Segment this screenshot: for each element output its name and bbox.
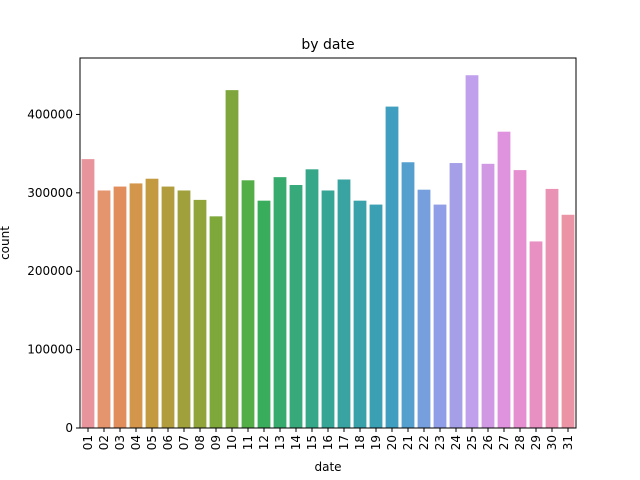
bar-31: [561, 214, 575, 428]
bar-17: [337, 179, 351, 428]
x-tick-label-31: 31: [561, 435, 575, 450]
bar-04: [129, 183, 143, 428]
chart-title: by date: [301, 37, 354, 53]
y-tick-label-300000: 300000: [27, 186, 73, 200]
x-axis: 01 02 03 04 05 06 07 08 09 10 11 12 13 14 15 16 17 18 19 20…: [81, 428, 575, 450]
bar-10: [225, 90, 239, 428]
x-tick-label-24: 24: [449, 435, 463, 450]
x-tick-label-11: 11: [241, 435, 255, 450]
bar-30: [545, 188, 559, 428]
x-tick-label-10: 10: [225, 435, 239, 450]
x-tick-label-19: 19: [369, 435, 383, 450]
bar-09: [209, 216, 223, 428]
bar-28: [513, 170, 527, 428]
x-tick-label-07: 07: [177, 435, 191, 450]
x-axis-label: date: [314, 460, 341, 474]
bar-06: [161, 186, 175, 428]
bar-29: [529, 241, 543, 428]
bar-15: [305, 169, 319, 429]
bar-27: [497, 131, 511, 428]
bar-14: [289, 184, 303, 428]
y-tick-label-0: 0: [65, 421, 73, 435]
x-tick-label-05: 05: [145, 435, 159, 450]
x-tick-label-28: 28: [513, 435, 527, 450]
x-tick-label-21: 21: [401, 435, 415, 450]
bar-07: [177, 190, 191, 428]
bar-23: [433, 204, 447, 428]
bar-19: [369, 204, 383, 428]
x-tick-label-23: 23: [433, 435, 447, 450]
bar-20: [385, 106, 399, 429]
x-tick-label-04: 04: [129, 435, 143, 450]
bar-18: [353, 200, 367, 428]
bar-01: [81, 159, 95, 429]
bar-05: [145, 178, 159, 428]
x-tick-label-22: 22: [417, 435, 431, 450]
x-tick-label-18: 18: [353, 435, 367, 450]
bar-11: [241, 180, 255, 428]
bar-16: [321, 190, 335, 428]
bar-02: [97, 190, 111, 428]
x-tick-label-14: 14: [289, 435, 303, 450]
x-tick-label-30: 30: [545, 435, 559, 450]
x-tick-label-09: 09: [209, 435, 223, 450]
x-tick-label-20: 20: [385, 435, 399, 450]
bar-22: [417, 189, 431, 428]
x-tick-label-06: 06: [161, 435, 175, 450]
x-tick-label-08: 08: [193, 435, 207, 450]
y-tick-label-200000: 200000: [27, 264, 73, 278]
x-tick-label-25: 25: [465, 435, 479, 450]
y-tick-label-100000: 100000: [27, 343, 73, 357]
x-tick-label-03: 03: [113, 435, 127, 450]
bar-26: [481, 163, 495, 428]
bar-24: [449, 163, 463, 429]
x-tick-label-15: 15: [305, 435, 319, 450]
bars-group: [81, 75, 575, 429]
plot-frame: [79, 57, 577, 429]
bar-12: [257, 200, 271, 428]
x-tick-label-27: 27: [497, 435, 511, 450]
bar-25: [465, 75, 479, 429]
x-tick-label-26: 26: [481, 435, 495, 450]
bar-03: [113, 186, 127, 428]
y-axis: 0 100000 200000 300000 400000: [27, 107, 80, 435]
y-tick-label-400000: 400000: [27, 107, 73, 121]
x-tick-label-12: 12: [257, 435, 271, 450]
bar-21: [401, 162, 415, 428]
x-tick-label-13: 13: [273, 435, 287, 450]
y-axis-label: count: [0, 226, 12, 260]
x-tick-label-29: 29: [529, 435, 543, 450]
x-tick-label-17: 17: [337, 435, 351, 450]
x-tick-label-02: 02: [97, 435, 111, 450]
bar-08: [193, 199, 207, 428]
x-tick-label-01: 01: [81, 435, 95, 450]
bar-13: [273, 177, 287, 428]
x-tick-label-16: 16: [321, 435, 335, 450]
